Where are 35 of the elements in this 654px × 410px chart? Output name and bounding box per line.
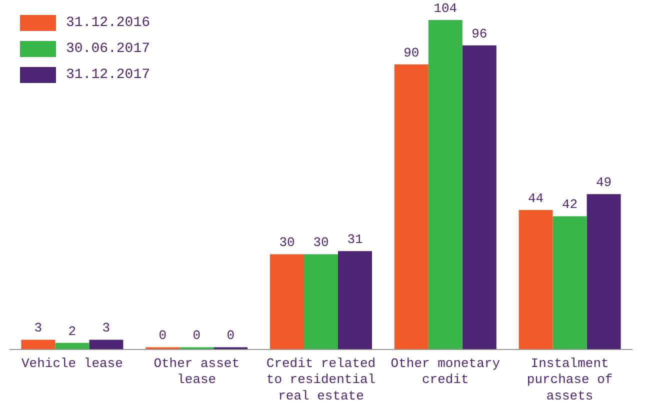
data-label: 2	[68, 324, 76, 339]
bar	[552, 216, 587, 350]
bar	[518, 210, 553, 350]
legend-label: 31.12.2016	[66, 15, 150, 31]
bar	[394, 64, 428, 350]
legend-label: 31.12.2017	[66, 67, 150, 83]
bar	[55, 342, 90, 350]
data-label: 30	[279, 235, 295, 250]
data-label: 3	[34, 320, 42, 336]
bar	[338, 251, 372, 350]
data-label: 0	[192, 328, 201, 344]
data-label: 0	[226, 328, 235, 344]
legend-label: 30.06.2017	[66, 41, 150, 57]
x-tick-label: Instalment purchase of assets	[526, 356, 613, 404]
bar	[89, 340, 124, 350]
data-label: 0	[158, 328, 167, 344]
data-label: 30	[313, 235, 329, 250]
data-label: 90	[404, 45, 420, 60]
bar	[21, 340, 56, 350]
data-label: 104	[434, 0, 458, 16]
data-label: 42	[562, 197, 578, 212]
data-label: 96	[472, 26, 488, 42]
bar	[304, 254, 338, 350]
bar	[270, 254, 304, 350]
x-tick-label: Other asset lease	[154, 356, 240, 388]
bar	[428, 20, 462, 350]
bar	[462, 45, 496, 350]
data-label: 49	[596, 175, 612, 190]
x-tick-label: Other monetary credit	[390, 356, 500, 388]
data-label: 31	[347, 232, 363, 248]
data-label: 3	[102, 320, 110, 336]
x-tick-label: Vehicle lease	[21, 356, 123, 371]
x-tick-label: Credit related to residential real estate	[266, 356, 376, 404]
bar	[586, 194, 621, 350]
data-label: 44	[528, 190, 544, 206]
